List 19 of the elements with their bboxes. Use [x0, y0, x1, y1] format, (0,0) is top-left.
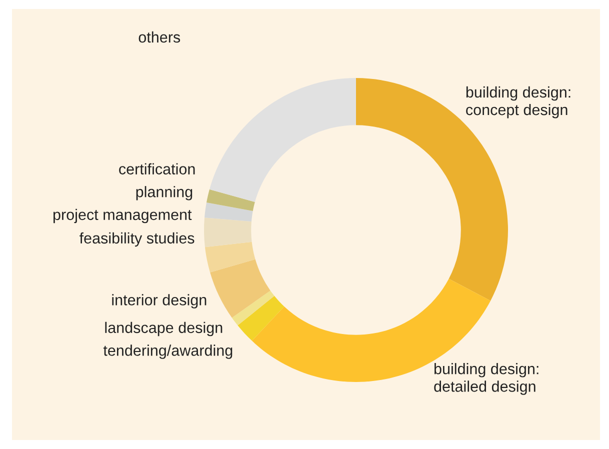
donut-slice: [204, 202, 253, 222]
slice-label: tendering/awarding: [103, 344, 232, 359]
donut-slice: [238, 296, 284, 341]
slice-label: others: [138, 31, 180, 43]
slice-label: certification: [119, 163, 195, 174]
slice-label: planning: [136, 186, 192, 200]
slice-label: building design: detailed design: [434, 363, 538, 395]
slice-label: building design: concept design: [466, 86, 570, 118]
donut-slice: [252, 278, 491, 382]
slice-label: project management: [53, 208, 192, 224]
donut-slice: [204, 218, 252, 248]
slice-label: feasibility studies: [80, 232, 194, 247]
donut-slice: [232, 290, 274, 326]
slice-label: landscape design: [105, 322, 222, 336]
donut-slice: [210, 78, 356, 202]
slice-label: interior design: [112, 294, 206, 308]
donut-slice: [204, 242, 256, 272]
donut-slice: [206, 189, 255, 211]
donut-slice: [210, 259, 270, 318]
